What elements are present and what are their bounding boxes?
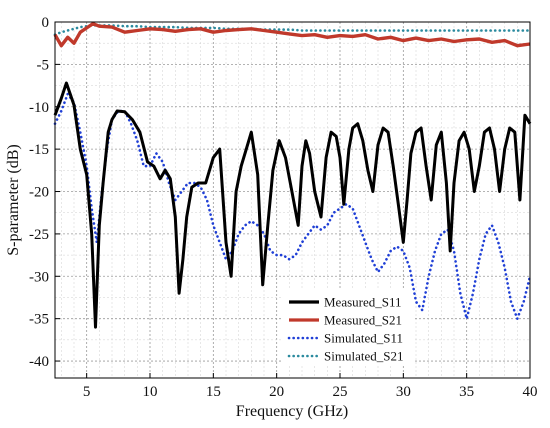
legend-label: Simulated_S21 <box>324 349 403 364</box>
series-line-measured-s21 <box>53 22 531 48</box>
y-axis-title: S-parameter (dB) <box>5 144 22 256</box>
grid <box>55 21 531 378</box>
ticks: 5 10 15 20 25 30 35 40 0 -5 -10 -15 -20 -25 -30 -35 -40 <box>29 15 538 400</box>
y-tick-label: -40 <box>29 354 49 370</box>
series-layer <box>53 22 532 329</box>
legend-label: Measured_S11 <box>324 295 402 310</box>
x-tick-label: 10 <box>143 384 158 400</box>
y-tick-label: -10 <box>29 100 49 116</box>
x-tick-label: 25 <box>333 384 348 400</box>
x-tick-label: 40 <box>523 384 538 400</box>
x-axis-title: Frequency (GHz) <box>236 403 348 420</box>
x-tick-label: 20 <box>269 384 284 400</box>
series-line-simulated-s11 <box>53 92 532 321</box>
x-tick-label: 5 <box>83 384 91 400</box>
y-tick-label: -15 <box>29 142 49 158</box>
y-tick-label: -35 <box>29 312 49 328</box>
y-tick-label: 0 <box>42 15 50 31</box>
y-tick-label: -20 <box>29 185 49 201</box>
y-tick-label: -30 <box>29 269 49 285</box>
series-line-measured-s11 <box>53 81 532 329</box>
x-tick-label: 30 <box>396 384 411 400</box>
series-line-simulated-s21 <box>53 24 532 37</box>
y-tick-label: -25 <box>29 227 49 243</box>
x-tick-label: 35 <box>459 384 474 400</box>
x-tick-label: 15 <box>206 384 221 400</box>
y-tick-label: -5 <box>37 57 50 73</box>
legend: Measured_S11 Measured_S21 Simulated_S11 Sim… <box>283 290 413 366</box>
legend-label: Measured_S21 <box>324 313 402 328</box>
plot-frame <box>54 21 531 379</box>
legend-label: Simulated_S11 <box>324 331 403 346</box>
